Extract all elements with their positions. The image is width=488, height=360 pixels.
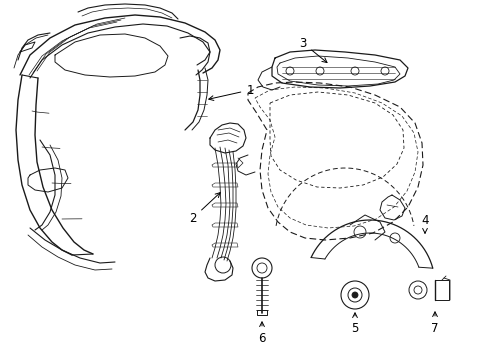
Bar — [434, 280, 448, 300]
Text: 6: 6 — [258, 322, 265, 345]
Text: 1: 1 — [208, 84, 253, 100]
Text: 2: 2 — [189, 193, 220, 225]
Text: 7: 7 — [430, 312, 438, 334]
Text: 4: 4 — [420, 213, 428, 233]
Text: 3: 3 — [299, 36, 326, 63]
Circle shape — [351, 292, 357, 298]
Text: 5: 5 — [350, 313, 358, 334]
